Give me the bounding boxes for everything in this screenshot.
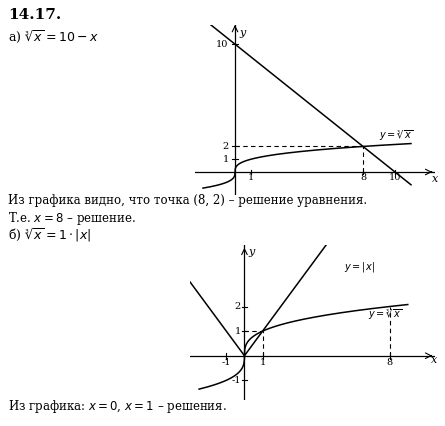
- Text: 10: 10: [389, 173, 401, 182]
- Text: -1: -1: [222, 358, 231, 367]
- Text: Из графика: $x = 0$, $x = 1$ – решения.: Из графика: $x = 0$, $x = 1$ – решения.: [8, 398, 227, 415]
- Text: 1: 1: [222, 155, 229, 164]
- Text: 2: 2: [235, 302, 241, 311]
- Text: 1: 1: [248, 173, 254, 182]
- Text: 8: 8: [360, 173, 366, 182]
- Text: Т.е. $x = 8$ – решение.: Т.е. $x = 8$ – решение.: [8, 210, 136, 227]
- Text: 1: 1: [235, 327, 241, 336]
- Text: а) $\sqrt[3]{x} = 10 - x$: а) $\sqrt[3]{x} = 10 - x$: [8, 28, 99, 45]
- Text: 10: 10: [216, 40, 229, 49]
- Text: y: y: [248, 248, 255, 257]
- Text: 1: 1: [259, 358, 266, 367]
- Text: -1: -1: [231, 376, 241, 385]
- Text: $y=\sqrt[3]{x}$: $y=\sqrt[3]{x}$: [379, 128, 413, 143]
- Text: 8: 8: [387, 358, 392, 367]
- Text: y: y: [240, 28, 246, 37]
- Text: $y = |x|$: $y = |x|$: [344, 260, 375, 274]
- Text: б) $\sqrt[3]{x} = 1 \cdot |x|$: б) $\sqrt[3]{x} = 1 \cdot |x|$: [8, 226, 91, 244]
- Text: Из графика видно, что точка (8, 2) – решение уравнения.: Из графика видно, что точка (8, 2) – реш…: [8, 194, 367, 207]
- Text: 14.17.: 14.17.: [8, 8, 61, 22]
- Text: 2: 2: [222, 142, 229, 151]
- Text: x: x: [432, 174, 438, 184]
- Text: x: x: [431, 355, 437, 365]
- Text: $y=\sqrt[3]{x}$: $y=\sqrt[3]{x}$: [368, 307, 402, 322]
